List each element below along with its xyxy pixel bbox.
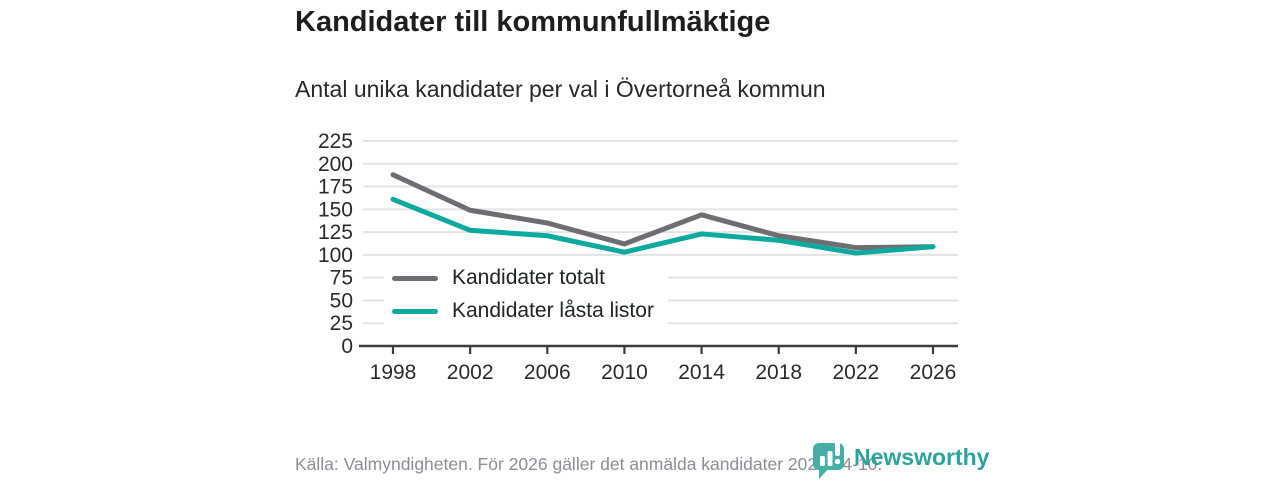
y-axis-tick-label: 200 — [318, 153, 353, 176]
legend-item-locked: Kandidater låsta listor — [392, 299, 654, 323]
newsworthy-logo[interactable]: Newsworthy — [812, 438, 989, 480]
x-axis-tick-label: 2026 — [910, 361, 957, 384]
chart-area: 0 25 50 75 100 125 150 175 200 225 1998 2002 2006 201… — [0, 110, 1280, 400]
y-axis-tick-label: 100 — [318, 244, 353, 267]
x-axis-tick-label: 2014 — [678, 361, 725, 384]
y-axis-tick-label: 225 — [318, 130, 353, 153]
x-axis-tick-label: 1998 — [370, 361, 417, 384]
page-title: Kandidater till kommunfullmäktige — [295, 6, 771, 38]
series-line-locked — [390, 196, 936, 256]
x-axis-tick-label: 2002 — [447, 361, 494, 384]
x-axis-tick-label: 2022 — [832, 361, 879, 384]
x-axis-tick-label: 2018 — [755, 361, 802, 384]
y-axis-tick-label: 125 — [318, 221, 353, 244]
source-note: Källa: Valmyndigheten. För 2026 gäller d… — [295, 454, 883, 474]
y-axis-tick-label: 75 — [330, 267, 353, 290]
series-line-total — [390, 172, 936, 251]
brand-name: Newsworthy — [854, 444, 990, 470]
y-axis-tick-label: 175 — [318, 176, 353, 199]
legend-item-total: Kandidater totalt — [392, 266, 654, 290]
y-axis-tick-label: 50 — [330, 289, 353, 312]
x-axis-tick-label: 2006 — [524, 361, 571, 384]
legend-label-total: Kandidater totalt — [452, 266, 605, 289]
chart-legend: Kandidater totalt Kandidater låsta listo… — [384, 260, 668, 331]
x-axis-tick-label: 2010 — [601, 361, 648, 384]
y-axis-tick-label: 0 — [341, 335, 353, 358]
legend-swatch-total — [392, 275, 438, 281]
newsworthy-icon — [813, 439, 844, 479]
page-subtitle: Antal unika kandidater per val i Övertor… — [295, 76, 826, 102]
y-axis-tick-label: 25 — [330, 312, 353, 335]
y-axis-tick-label: 150 — [318, 198, 353, 221]
legend-label-locked: Kandidater låsta listor — [452, 299, 654, 322]
legend-swatch-locked — [392, 308, 438, 314]
